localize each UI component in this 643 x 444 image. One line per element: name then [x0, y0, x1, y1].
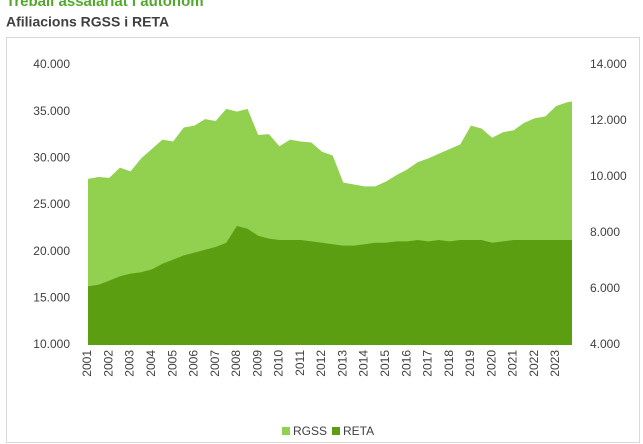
x-tick-label: 2021: [506, 350, 520, 377]
chart-frame: [6, 37, 640, 443]
x-tick-label: 2013: [335, 350, 349, 377]
x-tick-label: 2016: [399, 350, 413, 377]
x-tick-label: 2001: [80, 350, 94, 377]
x-tick-label: 2012: [314, 350, 328, 377]
x-tick-label: 2006: [187, 350, 201, 377]
legend-label: RETA: [343, 424, 374, 438]
y2-tick-label: 6.000: [590, 281, 620, 295]
x-tick-label: 2010: [272, 350, 286, 377]
x-tick-label: 2020: [484, 350, 498, 377]
x-tick-label: 2018: [442, 350, 456, 377]
x-tick-label: 2015: [378, 350, 392, 377]
x-tick-label: 2014: [357, 350, 371, 377]
y-tick-label: 10.000: [33, 337, 70, 351]
chart-title: Afiliacions RGSS i RETA: [6, 14, 169, 30]
x-tick-label: 2008: [229, 350, 243, 377]
x-tick-label: 2011: [293, 350, 307, 376]
area-reta: [88, 226, 572, 345]
page-title: Treball assalariat i autònom: [6, 0, 204, 10]
x-tick-label: 2022: [527, 350, 541, 377]
y-tick-label: 15.000: [33, 291, 70, 305]
y-tick-label: 20.000: [33, 244, 70, 258]
y2-tick-label: 14.000: [590, 57, 627, 71]
x-tick-label: 2019: [463, 350, 477, 377]
x-tick-label: 2007: [208, 350, 222, 377]
y2-tick-label: 10.000: [590, 169, 627, 183]
y2-tick-label: 4.000: [590, 337, 620, 351]
legend-label: RGSS: [293, 424, 327, 438]
y-tick-label: 30.000: [33, 151, 70, 165]
x-tick-label: 2023: [548, 350, 562, 377]
x-tick-label: 2002: [101, 350, 115, 377]
legend-swatch: [282, 427, 290, 435]
y2-tick-label: 8.000: [590, 225, 620, 239]
x-tick-label: 2003: [123, 350, 137, 377]
y2-tick-label: 12.000: [590, 113, 627, 127]
x-tick-label: 2009: [250, 350, 264, 377]
y-tick-label: 40.000: [33, 57, 70, 71]
x-tick-label: 2005: [165, 350, 179, 377]
legend-swatch: [332, 427, 340, 435]
x-tick-label: 2017: [421, 350, 435, 377]
y-tick-label: 35.000: [33, 104, 70, 118]
x-tick-label: 2004: [144, 350, 158, 377]
y-tick-label: 25.000: [33, 197, 70, 211]
